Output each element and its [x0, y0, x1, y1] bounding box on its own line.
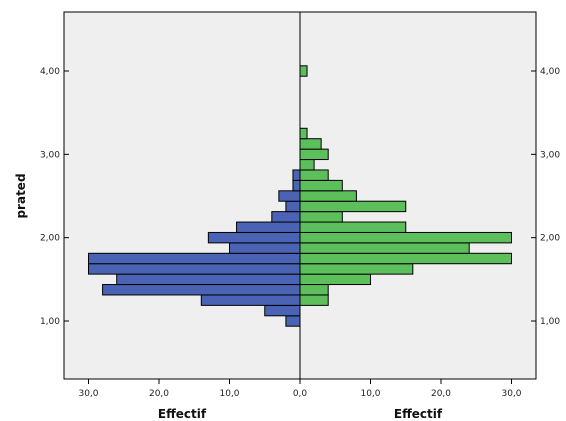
y-tick-label-left: 2,00: [40, 234, 60, 244]
bar-right-1.625: [299, 263, 414, 275]
x-tick-label-left: 10,0: [219, 389, 239, 399]
bar-right-2.375: [299, 200, 407, 213]
bar-right-4: [299, 65, 308, 77]
bar-right-1.75: [299, 252, 512, 265]
bar-right-2.125: [299, 221, 407, 233]
bar-right-2.75: [299, 169, 329, 181]
bar-right-2.875: [299, 159, 315, 171]
bar-right-2.625: [299, 179, 343, 192]
y-tick-label-right: 4,00: [540, 67, 560, 77]
y-tick-label-left: 1,00: [40, 317, 60, 327]
bar-left-1.5: [116, 273, 301, 286]
bar-right-2: [299, 231, 512, 244]
x-tick-label-left: 20,0: [149, 389, 169, 399]
x-ticks: 30,0 20,0 10,0 0,0 10,0 20,0 30,0: [78, 379, 522, 399]
bar-right-1.5: [299, 273, 371, 286]
bar-left-2.625: [292, 179, 301, 192]
x-tick-label-left: 30,0: [78, 389, 98, 399]
bar-left-1.125: [264, 304, 301, 317]
y-tick-label-left: 4,00: [40, 67, 60, 77]
x-axis-title-left: Effectif: [158, 407, 207, 421]
bar-left-2.25: [271, 211, 301, 223]
bar-right-3: [299, 148, 329, 161]
bar-left-1.25: [200, 294, 301, 306]
x-tick-label-right: 30,0: [501, 389, 521, 399]
y-axis-title: prated: [14, 173, 28, 218]
bar-right-3.125: [299, 138, 322, 150]
bar-right-1.25: [299, 294, 329, 306]
y-ticks-left: 1,00 2,00 3,00 4,00: [40, 67, 69, 327]
bar-right-3.25: [299, 127, 308, 140]
bar-right-1.875: [299, 242, 470, 254]
bar-right-2.5: [299, 190, 357, 202]
bar-left-2.75: [292, 169, 301, 181]
y-ticks-right: 1,00 2,00 3,00 4,00: [531, 67, 560, 327]
bar-left-2: [207, 231, 301, 244]
bar-left-1.875: [229, 242, 301, 254]
x-axis-title-right: Effectif: [394, 407, 443, 421]
x-tick-label-left: 0,0: [293, 389, 308, 399]
y-tick-label-right: 3,00: [540, 150, 560, 160]
y-tick-label-right: 2,00: [540, 234, 560, 244]
bar-left-1.375: [102, 284, 301, 296]
bar-left-2.375: [285, 200, 301, 213]
bar-left-2.125: [236, 221, 301, 233]
bar-left-1.75: [88, 252, 301, 265]
left-bars: [88, 169, 301, 327]
bar-left-1.625: [88, 263, 301, 275]
right-bars: [299, 65, 512, 306]
bar-right-1.375: [299, 284, 329, 296]
x-tick-label-right: 10,0: [360, 389, 380, 399]
bar-left-1: [285, 315, 301, 327]
x-tick-label-right: 20,0: [431, 389, 451, 399]
bar-right-2.25: [299, 211, 343, 223]
y-tick-label-right: 1,00: [540, 317, 560, 327]
bar-left-2.5: [278, 190, 301, 202]
y-tick-label-left: 3,00: [40, 150, 60, 160]
